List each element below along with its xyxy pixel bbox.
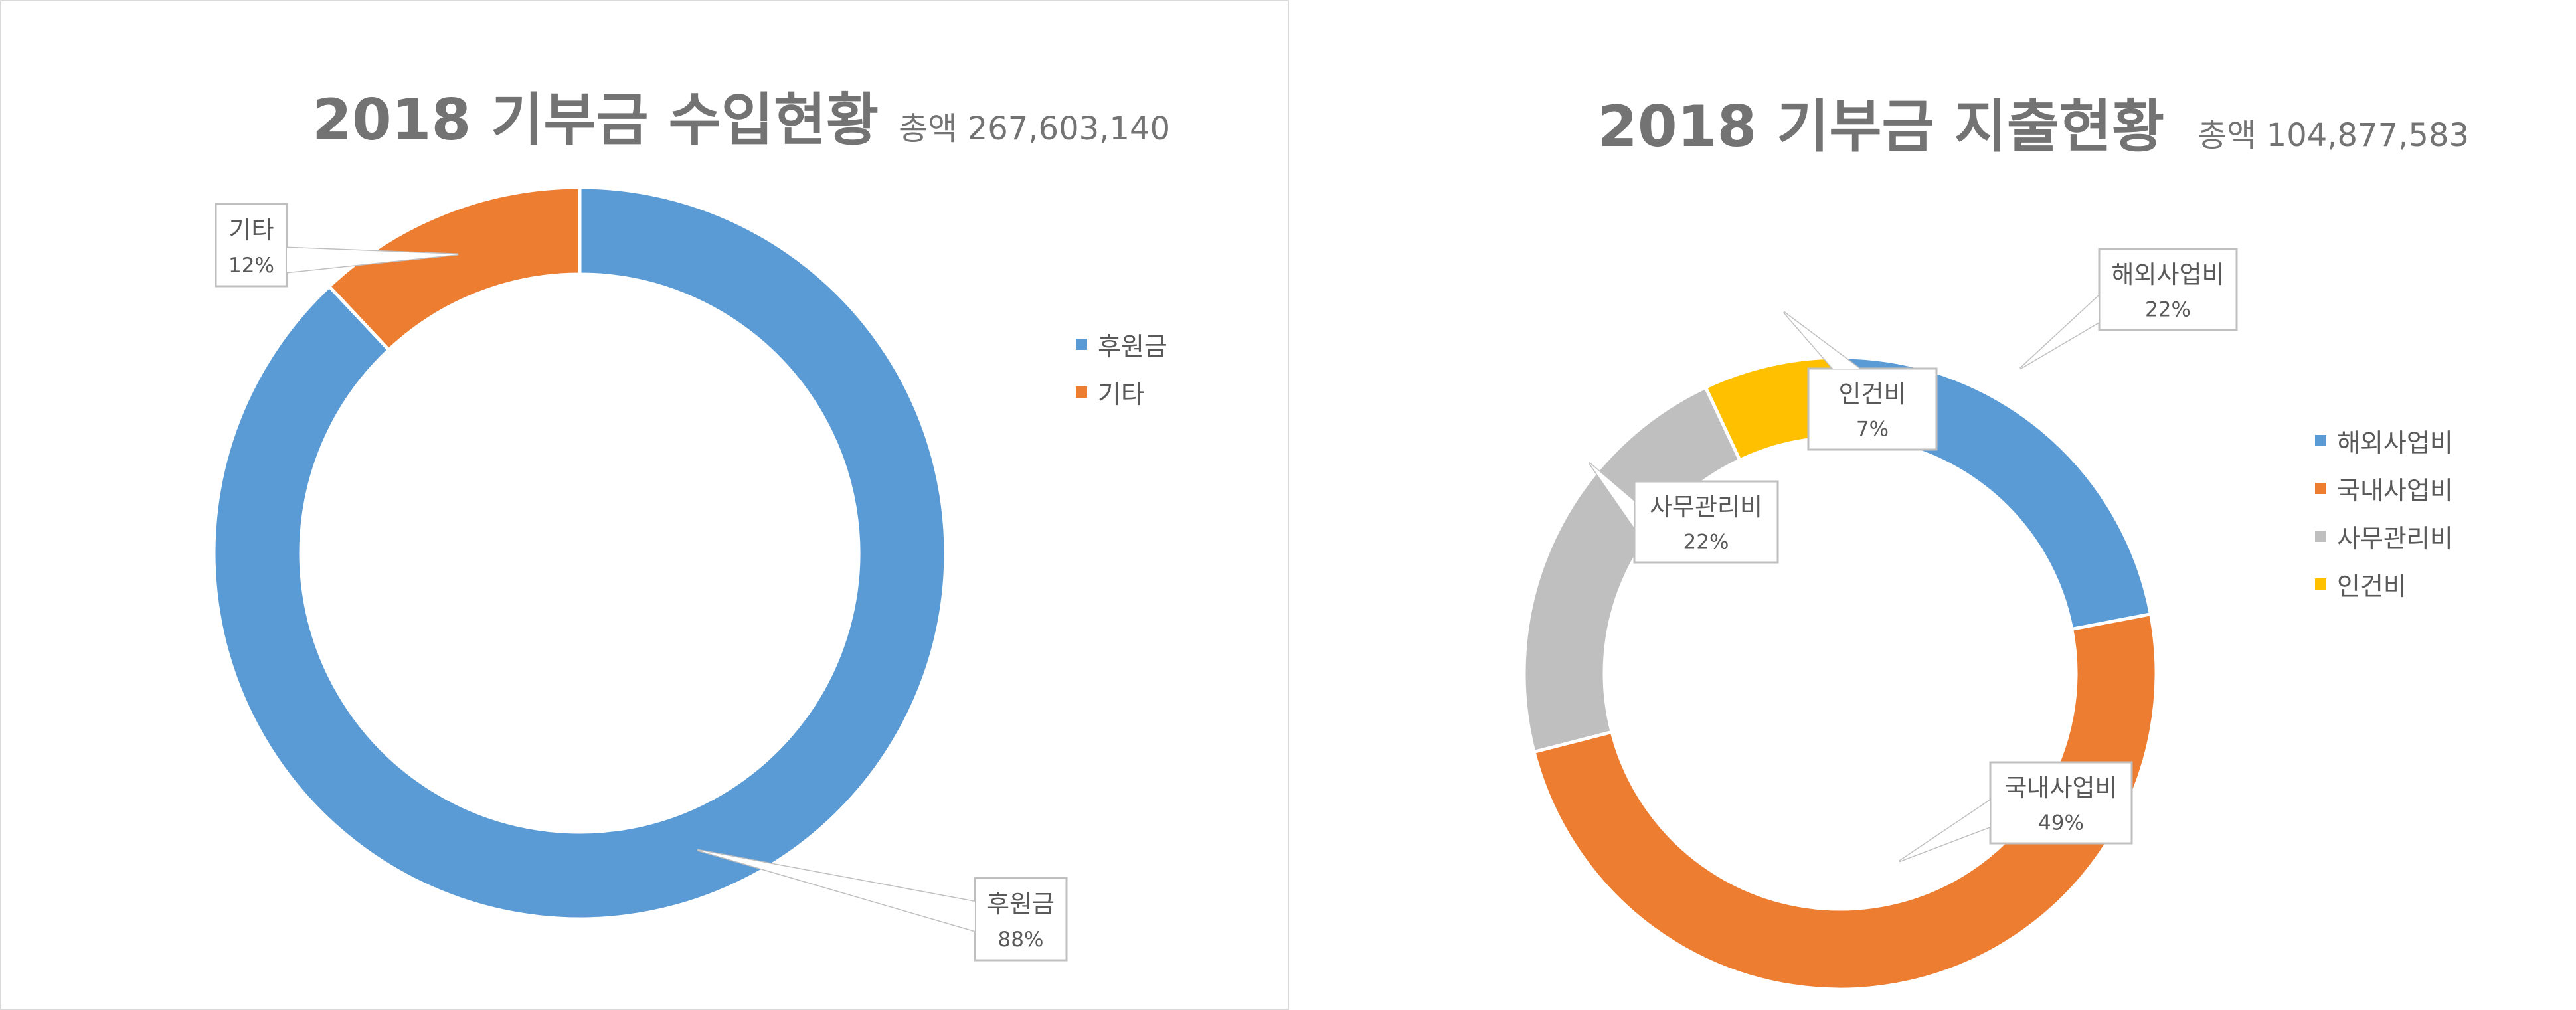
chart2-data-label-value-2: 49% — [2038, 811, 2084, 835]
chart2-data-label-category-3: 사무관리비 — [1650, 493, 1762, 521]
chart2-data-label-value-4: 7% — [1856, 417, 1889, 441]
chart2-legend-label-3: 사무관리비 — [2337, 523, 2453, 553]
chart2-callout-pointer-fill-4 — [1784, 312, 1859, 369]
chart2-data-label-value-3: 22% — [1683, 530, 1729, 554]
chart2-doughnut-slice-2 — [1531, 612, 2158, 991]
chart2-legend-label-2: 국내사업비 — [2337, 475, 2453, 505]
expense-title-text: 2018 기부금 지출현황 — [1598, 94, 2165, 160]
chart2-legend-swatch-3 — [2315, 530, 2326, 542]
chart2-legend-item-2: 국내사업비 — [2315, 464, 2453, 512]
chart2-data-label-value-1: 22% — [2145, 297, 2191, 321]
chart2-legend-item-4: 인건비 — [2315, 560, 2453, 608]
chart2-legend-swatch-1 — [2315, 434, 2326, 446]
chart2-callout-box-4 — [1807, 367, 1938, 451]
chart1-legend-swatch-2 — [1076, 386, 1087, 398]
chart1-data-label-category-2: 기타 — [228, 216, 274, 244]
chart1-data-label-value-2: 12% — [228, 254, 274, 278]
income-chart-title: 2018 기부금 수입현황 총액 267,603,140 — [312, 73, 1170, 156]
chart2-data-label-category-4: 인건비 — [1838, 380, 1906, 408]
chart1-doughnut-slice-1 — [212, 185, 948, 921]
chart2-doughnut-slice-3 — [1522, 384, 1743, 754]
chart2-legend-label-4: 인건비 — [2337, 571, 2407, 601]
chart1-legend-item-1: 후원금 — [1076, 320, 1167, 368]
chart1-data-label-category-1: 후원금 — [987, 890, 1055, 918]
chart1-legend-label-1: 후원금 — [1098, 331, 1167, 361]
expense-total-text: 총액 104,877,583 — [2197, 117, 2470, 154]
chart1-data-label-value-1: 88% — [998, 928, 1044, 952]
chart2-callout-pointer-fill-1 — [2020, 295, 2099, 369]
chart2-callout-pointer-fill-2 — [1899, 800, 1990, 861]
chart2-callout-pointer-fill-3 — [1589, 463, 1634, 528]
chart2-legend-swatch-4 — [2315, 578, 2326, 590]
chart2-legend-item-3: 사무관리비 — [2315, 512, 2453, 560]
chart2-data-label-category-1: 해외사업비 — [2111, 260, 2224, 289]
chart1-callout-pointer-fill-2 — [287, 248, 458, 272]
chart2-callout-box-2 — [1989, 761, 2133, 845]
chart1-callout-pointer-fill-1 — [697, 850, 975, 931]
chart2-callout-box-3 — [1633, 480, 1779, 564]
chart2-data-label-category-2: 국내사업비 — [2004, 774, 2117, 802]
chart1-callout-box-2 — [215, 203, 288, 288]
chart1-legend-item-2: 기타 — [1076, 368, 1167, 416]
chart1-legend-label-2: 기타 — [1098, 379, 1144, 409]
income-total-text: 총액 267,603,140 — [899, 110, 1171, 147]
chart2-callout-box-1 — [2098, 248, 2238, 331]
chart1-legend-swatch-1 — [1076, 338, 1087, 350]
chart1-doughnut-slice-2 — [327, 185, 582, 353]
chart2-legend-swatch-2 — [2315, 482, 2326, 494]
expense-chart-title: 2018 기부금 지출현황 총액 104,877,583 — [1598, 80, 2469, 163]
chart2-legend-label-1: 해외사업비 — [2337, 428, 2453, 458]
income-title-text: 2018 기부금 수입현황 — [312, 87, 879, 153]
chart2-legend-item-1: 해외사업비 — [2315, 416, 2453, 464]
